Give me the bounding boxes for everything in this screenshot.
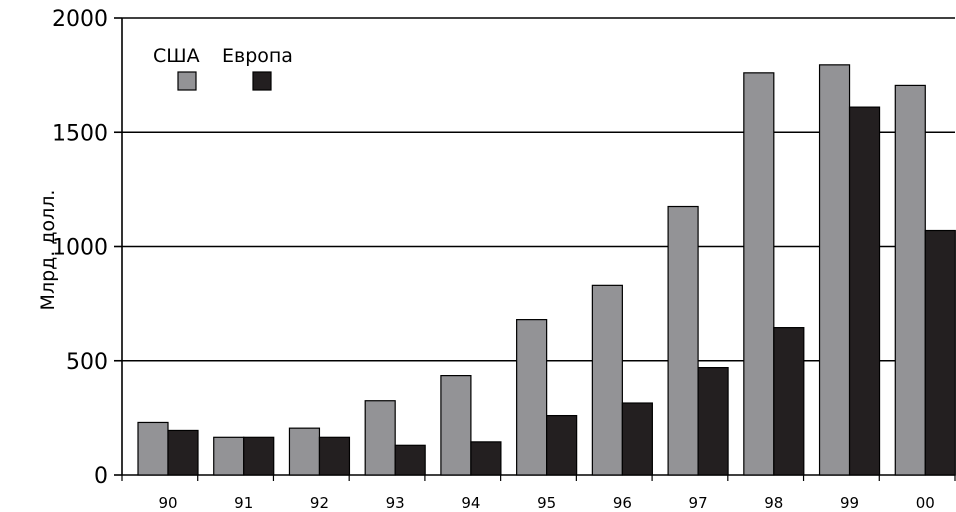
- bar-europe-96: [622, 403, 652, 475]
- bars: [138, 65, 955, 475]
- bar-europe-94: [471, 442, 501, 475]
- x-tick-label: 91: [234, 494, 253, 512]
- y-tick-label: 2000: [52, 7, 108, 32]
- bar-usa-99: [820, 65, 850, 475]
- bar-usa-00: [895, 85, 925, 475]
- x-tick-label: 99: [840, 494, 859, 512]
- x-tick-label: 95: [537, 494, 556, 512]
- bar-usa-98: [744, 73, 774, 475]
- bar-europe-92: [319, 437, 349, 475]
- y-tick-label: 0: [94, 464, 108, 489]
- bar-europe-99: [850, 107, 880, 475]
- x-tick-label: 97: [689, 494, 708, 512]
- x-tick-label: 90: [158, 494, 177, 512]
- x-tick-label: 98: [764, 494, 783, 512]
- bar-europe-95: [547, 416, 577, 475]
- x-tick-label: 00: [916, 494, 935, 512]
- legend: США Европа: [153, 45, 293, 90]
- bar-usa-97: [668, 207, 698, 475]
- legend-label-europe: Европа: [222, 45, 293, 67]
- x-tick-label: 92: [310, 494, 329, 512]
- bar-usa-95: [517, 320, 547, 475]
- legend-swatch-usa: [178, 72, 196, 90]
- bar-europe-93: [395, 445, 425, 475]
- bar-europe-98: [774, 328, 804, 475]
- bar-europe-91: [244, 437, 274, 475]
- bar-usa-96: [592, 285, 622, 475]
- x-tick-label: 93: [386, 494, 405, 512]
- legend-swatch-europe: [253, 72, 271, 90]
- y-tick-label: 1500: [52, 121, 108, 146]
- y-tick-label: 500: [66, 350, 108, 375]
- bar-europe-90: [168, 430, 198, 475]
- bar-europe-97: [698, 368, 728, 475]
- bar-europe-00: [925, 231, 955, 475]
- bar-usa-94: [441, 376, 471, 475]
- y-tick-labels: 0 500 1000 1500 2000: [52, 7, 108, 489]
- legend-label-usa: США: [153, 45, 200, 67]
- bar-usa-92: [289, 428, 319, 475]
- x-tick-label: 94: [461, 494, 480, 512]
- x-tick-label: 96: [613, 494, 632, 512]
- bar-usa-90: [138, 422, 168, 475]
- y-axis-label: Млрд. долл.: [37, 190, 59, 311]
- bar-usa-93: [365, 401, 395, 475]
- bar-usa-91: [214, 437, 244, 475]
- x-tick-labels: 90 91 92 93 94 95 96 97 98 99 00: [158, 494, 934, 512]
- y-tick-label: 1000: [52, 236, 108, 261]
